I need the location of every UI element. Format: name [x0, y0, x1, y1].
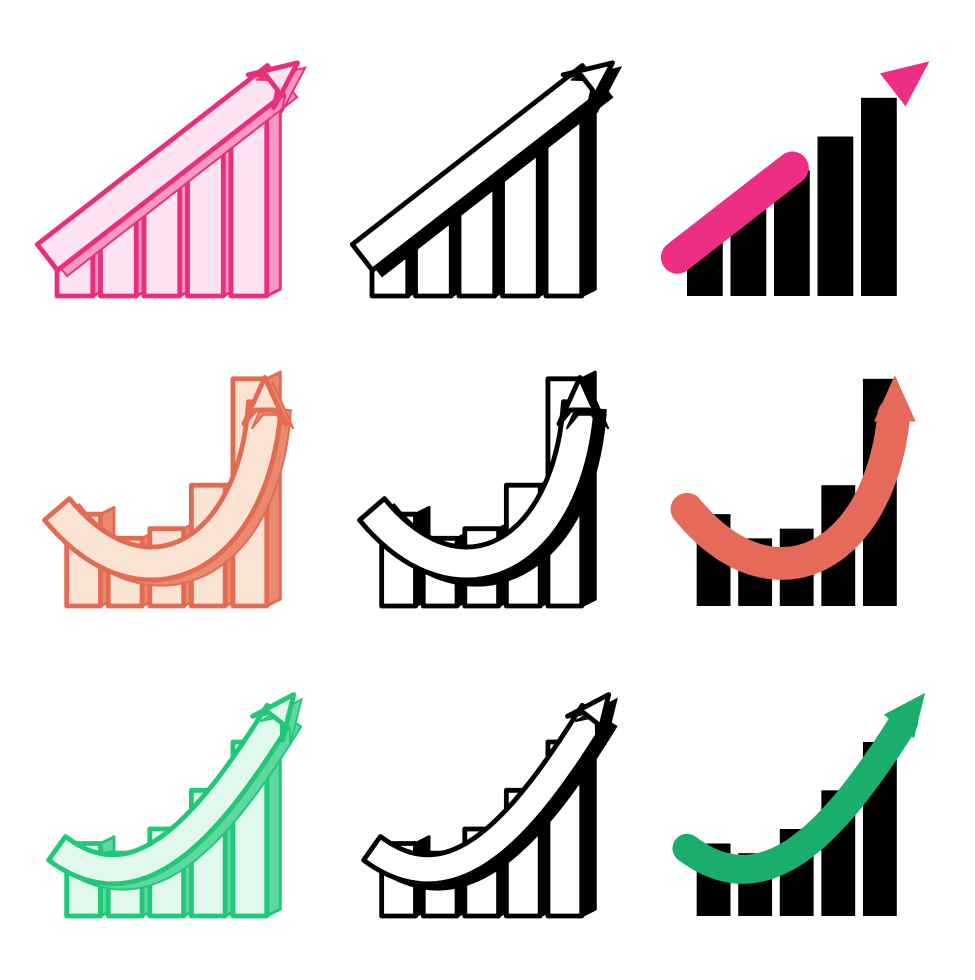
growth-chart-icon [28, 35, 318, 325]
growth-chart-icon [28, 655, 318, 945]
bar [861, 98, 897, 296]
growth-chart-icon [658, 655, 948, 945]
icon-pink-3d-linear [20, 30, 325, 330]
bars [687, 98, 897, 296]
icon-green-3d-swoop [20, 650, 325, 950]
icon-flat-green-swoop [650, 650, 955, 950]
icon-flat-pink-linear [650, 30, 955, 330]
growth-chart-icon [343, 345, 633, 635]
icon-black-3d-linear [335, 30, 640, 330]
icon-black-3d-swoop [335, 650, 640, 950]
icon-black-3d-curve [335, 340, 640, 640]
growth-chart-icon [343, 655, 633, 945]
growth-chart-icon [658, 35, 948, 325]
icon-flat-coral-curve [650, 340, 955, 640]
bar [817, 137, 853, 297]
growth-chart-icon [658, 345, 948, 635]
icon-coral-3d-curve [20, 340, 325, 640]
growth-chart-icon [28, 345, 318, 635]
growth-chart-icon [343, 35, 633, 325]
